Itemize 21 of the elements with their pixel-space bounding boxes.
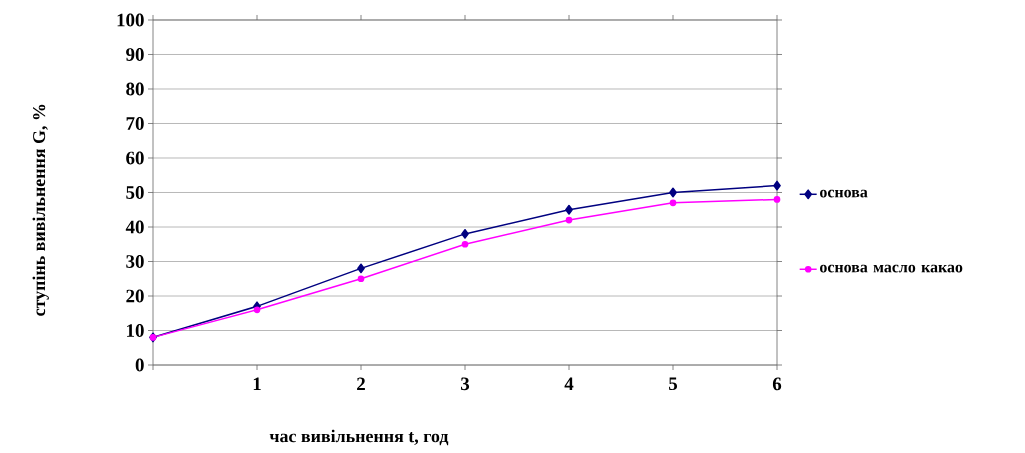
x-tick-label: 6 bbox=[772, 377, 782, 391]
x-tick-label: 1 bbox=[253, 377, 261, 391]
y-tick-label: 0 bbox=[135, 358, 144, 372]
x-tick-label: 4 bbox=[564, 377, 574, 390]
y-tick-label: 40 bbox=[125, 220, 144, 234]
x-tick-label: 5 bbox=[669, 377, 678, 391]
x-axis-title: час вивільнення t, год bbox=[269, 429, 449, 446]
x-tick-label: 2 bbox=[357, 377, 365, 391]
y-tick-label: 20 bbox=[126, 289, 144, 303]
y-tick-label: 100 bbox=[117, 13, 144, 27]
x-tick-label: 3 bbox=[460, 377, 470, 391]
y-tick-label: 60 bbox=[126, 151, 144, 165]
legend-label: основа bbox=[820, 189, 868, 198]
y-tick-label: 50 bbox=[126, 186, 144, 199]
y-tick-label: 80 bbox=[126, 82, 144, 96]
y-tick-label: 70 bbox=[126, 117, 144, 130]
y-tick-label: 90 bbox=[126, 48, 144, 61]
y-tick-label: 30 bbox=[126, 255, 144, 268]
y-axis-title: ступінь вивільнення G, % bbox=[32, 104, 49, 316]
y-tick-label: 10 bbox=[127, 324, 144, 337]
legend-label: основа масло какао bbox=[820, 264, 963, 273]
